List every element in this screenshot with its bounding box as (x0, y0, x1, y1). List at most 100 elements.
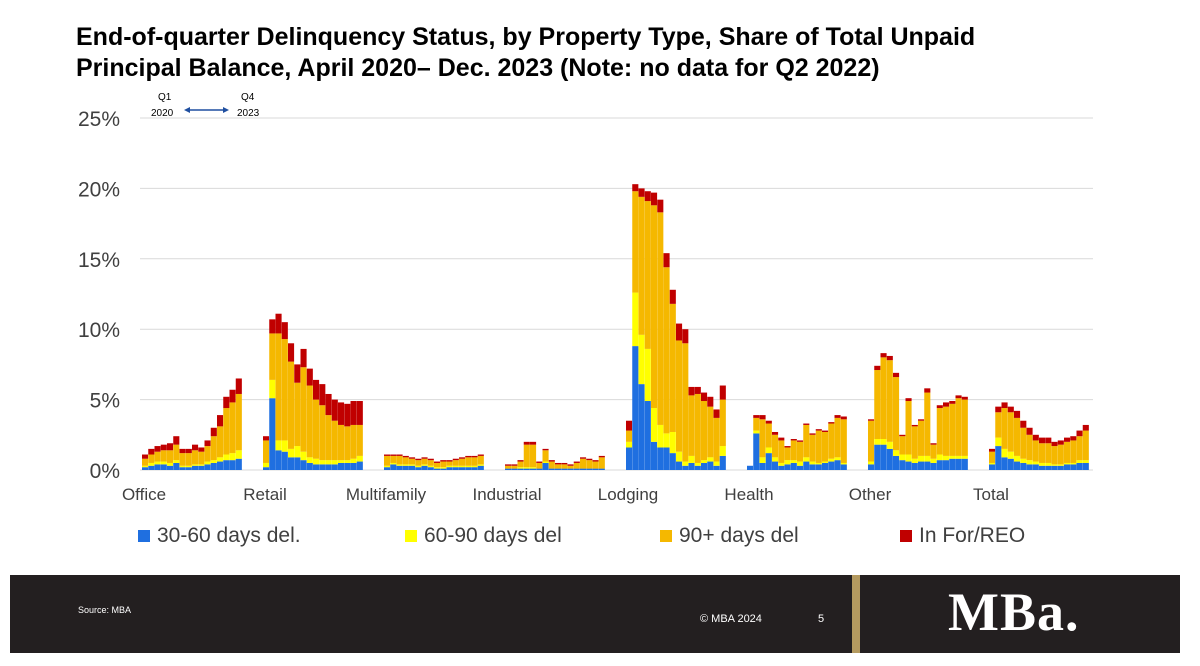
bar-segment (415, 467, 422, 470)
bar-segment (160, 461, 167, 465)
bar-segment (325, 393, 332, 416)
x-category-label: Other (849, 485, 892, 504)
bar-segment (384, 454, 391, 456)
legend-swatch (138, 530, 150, 542)
bar-segment (772, 434, 779, 458)
bar-segment (505, 464, 512, 466)
bar-segment (319, 460, 326, 465)
bar-segment (185, 453, 192, 466)
bar-segment (918, 461, 925, 470)
bar-segment (822, 430, 829, 432)
bar-segment (275, 450, 282, 470)
bar-segment (955, 398, 962, 456)
bar-segment (651, 408, 658, 442)
bar-segment (198, 451, 205, 465)
bar-segment (626, 447, 633, 470)
bar-segment (753, 415, 760, 418)
bar-segment (772, 431, 779, 435)
bar-segment (263, 440, 270, 463)
bar-segment (682, 465, 689, 470)
bar-segment (229, 453, 236, 461)
bar-segment (415, 465, 422, 468)
bar-segment (542, 462, 549, 470)
bar-segment (477, 455, 484, 465)
legend-item: 60-90 days del (405, 524, 562, 548)
bar-segment (548, 460, 555, 462)
bar-segment (167, 465, 174, 470)
bar-segment (167, 462, 174, 466)
bar-segment (772, 461, 779, 470)
bar-segment (517, 460, 524, 462)
bar-segment (223, 396, 230, 409)
bar-segment (229, 402, 236, 454)
legend-swatch (405, 530, 417, 542)
bar-segment (707, 406, 714, 458)
bar-segment (573, 461, 580, 463)
bar-segment (325, 415, 332, 461)
bar-segment (669, 289, 676, 304)
bar-segment (396, 465, 403, 470)
bar-segment (536, 468, 543, 470)
bar-segment (350, 424, 357, 459)
bar-segment (713, 417, 720, 462)
bar-segment (840, 419, 847, 463)
bar-segment (555, 464, 562, 469)
bar-segment (338, 424, 345, 461)
mba-logo: MBa. (948, 582, 1080, 642)
bar-segment (688, 462, 695, 470)
bar-segment (173, 460, 180, 463)
legend-label: 30-60 days del. (157, 524, 301, 547)
bar-segment (893, 450, 900, 456)
bar-segment (471, 457, 478, 466)
bar-segment (828, 422, 835, 424)
bar-segment (477, 454, 484, 456)
bar-segment (899, 434, 906, 437)
bar-segment (390, 462, 397, 465)
bar-segment (868, 461, 875, 465)
bar-segment (1026, 427, 1033, 435)
bar-segment (868, 419, 875, 421)
bar-segment (1001, 402, 1008, 409)
bar-segment (1020, 420, 1027, 428)
bar-segment (523, 444, 530, 468)
bar-segment (663, 267, 670, 434)
bar-segment (995, 446, 1002, 470)
bar-segment (1001, 457, 1008, 470)
bar-segment (217, 415, 224, 427)
bar-segment (701, 392, 708, 402)
bar-segment (1064, 462, 1071, 465)
bar-segment (452, 458, 459, 461)
bar-segment (471, 455, 478, 458)
x-axis-categories: Office Retail Multifamily Industrial Lodging… (122, 485, 1009, 504)
bar-segment (834, 417, 841, 458)
bar-segment (1039, 437, 1046, 444)
bar-segment (784, 460, 791, 465)
bar-segment (682, 343, 689, 462)
bar-segment (1014, 455, 1021, 462)
bar-segment (217, 426, 224, 458)
bar-segment (477, 465, 484, 470)
bar-segment (682, 329, 689, 344)
bar-segment (701, 401, 708, 461)
bar-segment (899, 454, 906, 461)
bar-segment (943, 406, 950, 456)
bar-segment (396, 464, 403, 466)
bar-segment (434, 462, 441, 468)
bar-segment (542, 448, 549, 451)
bar-segment (1020, 458, 1027, 463)
bar-segment (651, 441, 658, 470)
bar-segment (874, 365, 881, 371)
bar-segment (344, 462, 351, 470)
bar-segment (434, 461, 441, 463)
bar-segment (1032, 440, 1039, 462)
bar-segment (452, 460, 459, 466)
bar-segment (421, 464, 428, 466)
bar-segment (536, 461, 543, 463)
bar-segment (223, 408, 230, 455)
bar-segment (759, 457, 766, 463)
bar-segment (269, 319, 276, 334)
bar-segment (1001, 448, 1008, 458)
bar-segment (167, 443, 174, 451)
bar-segment (384, 467, 391, 470)
bar-segment (561, 464, 568, 469)
